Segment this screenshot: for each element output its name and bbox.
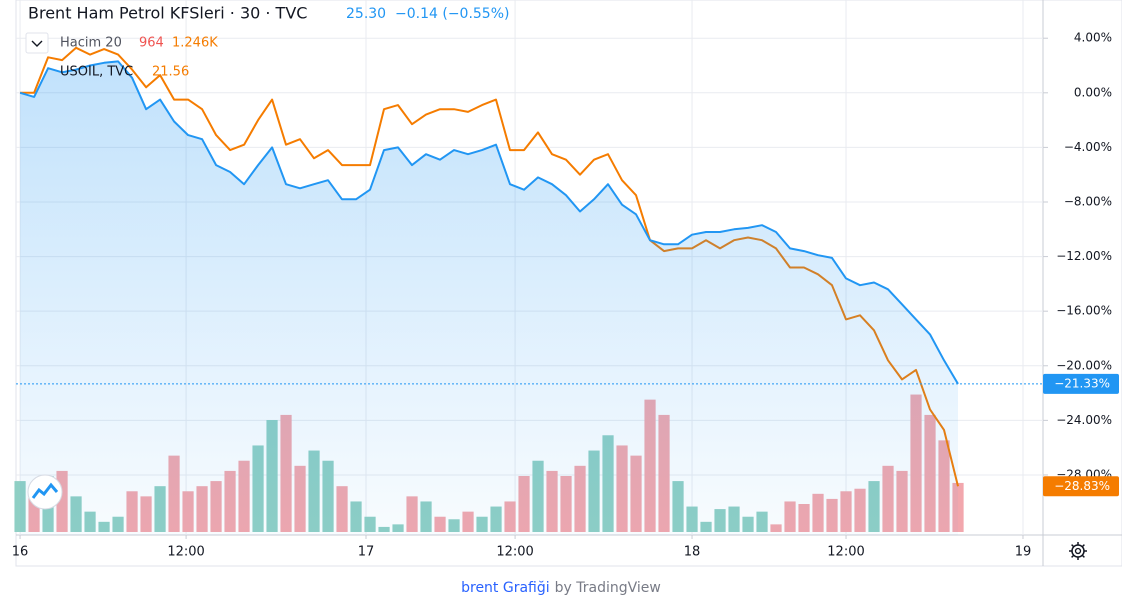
x-tick-label: 18 xyxy=(684,545,701,560)
y-tick-label: −12.00% xyxy=(1056,249,1112,263)
last-value-tag xyxy=(1043,373,1119,394)
footer-by: by TradingView xyxy=(555,580,661,596)
y-tick-label: 0.00% xyxy=(1074,85,1112,99)
x-tick-label: 12:00 xyxy=(827,545,864,560)
y-tick-label: −4.00% xyxy=(1064,140,1112,154)
line xyxy=(19,60,959,385)
x-tick-label: 12:00 xyxy=(496,545,533,560)
y-tick-label: −20.00% xyxy=(1056,358,1112,372)
y-tick-label: −16.00% xyxy=(1056,304,1112,318)
settings-icon[interactable] xyxy=(1069,542,1087,560)
footer-link[interactable]: brent Grafiği xyxy=(461,580,550,596)
price: 25.30 xyxy=(346,6,386,22)
plot xyxy=(14,46,964,536)
footer: brent Grafiği by TradingView xyxy=(461,580,661,596)
y-tick-label: 4.00% xyxy=(1074,31,1112,45)
y-tick-label: −24.00% xyxy=(1056,413,1112,427)
area xyxy=(20,61,959,536)
volume-legend-value: 964 xyxy=(139,36,164,51)
volume-bar xyxy=(952,482,964,532)
overlay: −28.83% −21.33% xyxy=(16,373,1119,497)
last-value-label: −21.33% xyxy=(1054,376,1110,390)
y-tick-label: −8.00% xyxy=(1064,194,1112,208)
compare-legend-price: 21.56 xyxy=(152,65,189,80)
volume-legend-name: Hacim 20 xyxy=(60,36,122,51)
chevron xyxy=(31,40,43,47)
collapse-button[interactable] xyxy=(25,32,49,54)
volume-legend-ma: 1.246K xyxy=(172,36,218,51)
last-value-label: −28.83% xyxy=(1054,479,1110,493)
logo-icon xyxy=(31,482,59,499)
x-tick-label: 12:00 xyxy=(167,545,204,560)
compare-legend-name: USOIL, TVC xyxy=(60,65,133,80)
last-value-tag xyxy=(1043,476,1119,497)
volume-bar xyxy=(14,481,26,532)
x-tick-label: 16 xyxy=(12,545,29,560)
chart-title: Brent Ham Petrol KFSleri · 30 · TVC xyxy=(28,4,307,23)
x-tick-label: 17 xyxy=(358,545,375,560)
x-tick-label: 19 xyxy=(1015,545,1032,560)
change: −0.14 (−0.55%) xyxy=(395,6,509,22)
